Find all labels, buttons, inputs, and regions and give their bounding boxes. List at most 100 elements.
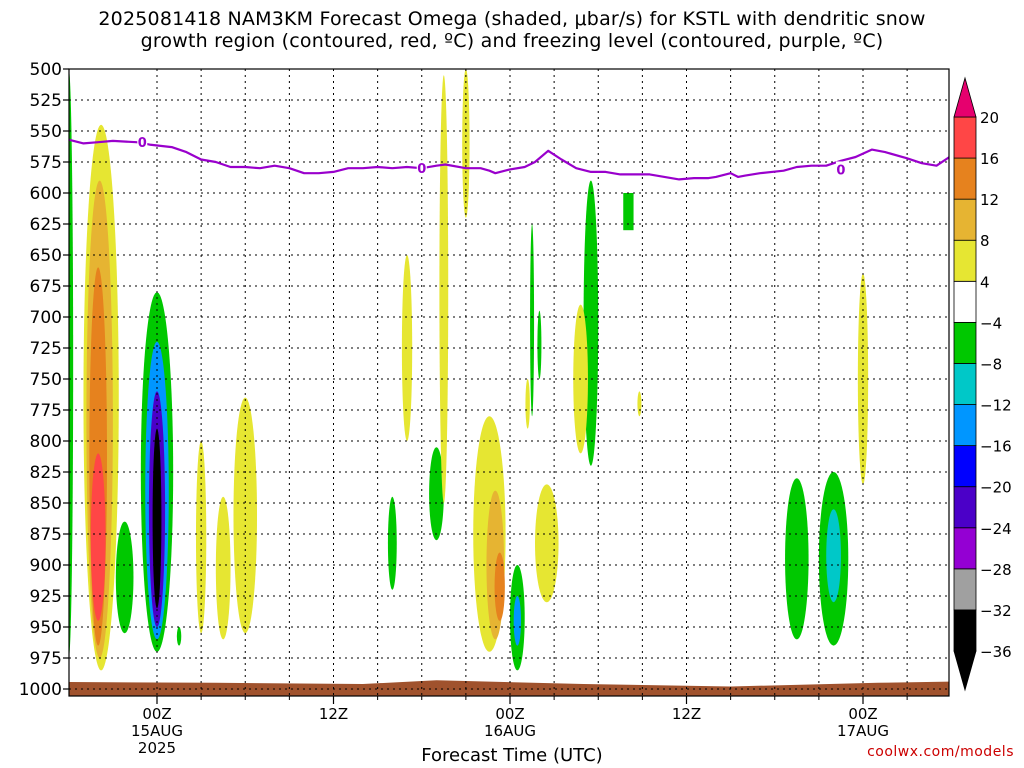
omega-blob (152, 428, 162, 609)
omega-patch (623, 193, 634, 231)
colorbar-tick-label: −8 (980, 355, 1002, 373)
colorbar-box (953, 445, 977, 488)
omega-blob (462, 69, 470, 218)
y-tick-label: 925 (30, 587, 62, 607)
colorbar-box (953, 198, 977, 241)
omega-blob (857, 273, 869, 485)
y-tick-label: 950 (30, 618, 62, 638)
y-tick-label: 675 (30, 277, 62, 297)
credit-text: coolwx.com/models (867, 744, 1014, 760)
y-tick-label: 575 (30, 153, 62, 173)
y-tick-label: 900 (30, 556, 62, 576)
freezing-level-line (69, 138, 949, 181)
y-tick-label: 500 (30, 60, 62, 80)
colorbar: −36 −32 −28 −24 −20 −16 −12 −8 −4 4 8 12 16 20 (953, 76, 1012, 692)
grid-lines (69, 69, 949, 696)
omega-shading (69, 69, 869, 671)
y-tick-label: 975 (30, 649, 62, 669)
omega-blob (826, 509, 841, 603)
y-tick-label: 650 (30, 246, 62, 266)
colorbar-box (953, 568, 977, 611)
freezing-level-contour: 0 0 0 (69, 134, 949, 181)
colorbar-box (953, 239, 977, 282)
omega-blob (637, 391, 642, 417)
x-tick-date: 17AUG (837, 722, 889, 740)
y-tick-label: 600 (30, 184, 62, 204)
freezing-level-label: 0 (138, 136, 147, 151)
colorbar-tick-label: −32 (980, 602, 1012, 620)
y-tick-label: 850 (30, 494, 62, 514)
y-axis: 500 525 550 575 600 625 650 675 700 725 750 775 800 8… (19, 60, 69, 700)
y-tick-label: 1000 (19, 680, 62, 700)
y-tick-label: 725 (30, 339, 62, 359)
y-tick-label: 625 (30, 215, 62, 235)
omega-blob (537, 310, 542, 379)
ground-surface (69, 680, 949, 696)
x-tick-date: 15AUG (131, 722, 183, 740)
colorbar-tick-label: 16 (980, 150, 999, 168)
omega-blob (215, 496, 231, 640)
colorbar-tick-label: 20 (980, 109, 999, 127)
omega-blob (785, 478, 809, 640)
omega-blob (535, 484, 559, 603)
colorbar-tick-label: −16 (980, 438, 1012, 456)
freezing-level-label: 0 (417, 162, 426, 177)
omega-blob (176, 627, 182, 646)
omega-blob (401, 255, 413, 441)
x-tick-label: 12Z (672, 705, 701, 723)
colorbar-box (953, 527, 977, 570)
colorbar-box (953, 280, 977, 323)
colorbar-tick-label: 4 (980, 273, 990, 291)
contour-label-bg (835, 161, 846, 178)
omega-blob (429, 447, 444, 541)
colorbar-box (953, 404, 977, 447)
contour-label-bg (416, 160, 427, 177)
x-tick-label: 00Z (848, 705, 877, 723)
y-tick-label: 800 (30, 432, 62, 452)
x-tick-date: 16AUG (484, 722, 536, 740)
x-tick-label: 00Z (495, 705, 524, 723)
chart-title-line1: 2025081418 NAM3KM Forecast Omega (shaded… (98, 8, 926, 30)
colorbar-box (953, 157, 977, 200)
x-tick-year: 2025 (138, 739, 176, 757)
omega-blob (513, 596, 522, 646)
x-tick-label: 00Z (142, 705, 171, 723)
colorbar-box (953, 116, 977, 159)
y-tick-label: 550 (30, 122, 62, 142)
colorbar-tick-label: 8 (980, 232, 990, 250)
colorbar-tick-label: −12 (980, 397, 1012, 415)
freezing-level-label: 0 (836, 163, 845, 178)
colorbar-max-arrow (953, 76, 977, 118)
omega-blob (69, 69, 74, 658)
colorbar-tick-label: −24 (980, 520, 1012, 538)
contour-label-bg (137, 134, 148, 151)
omega-blob (530, 224, 535, 417)
y-tick-label: 750 (30, 370, 62, 390)
colorbar-tick-label: −36 (980, 643, 1012, 661)
colorbar-tick-label: 12 (980, 191, 999, 209)
plot-frame (68, 68, 950, 697)
omega-blob (494, 552, 505, 621)
colorbar-tick-label: −4 (980, 314, 1002, 332)
ground-layer (69, 680, 949, 696)
y-tick-label: 875 (30, 525, 62, 545)
x-tick-label: 12Z (319, 705, 348, 723)
colorbar-box (953, 609, 977, 652)
y-tick-label: 525 (30, 91, 62, 111)
omega-blob (525, 379, 530, 429)
colorbar-min-arrow (953, 650, 977, 692)
omega-blob (90, 453, 106, 621)
y-tick-label: 700 (30, 308, 62, 328)
chart-title-line2: growth region (contoured, red, ºC) and f… (140, 30, 884, 52)
y-tick-label: 825 (30, 463, 62, 483)
omega-blob (115, 521, 134, 634)
colorbar-box (953, 363, 977, 405)
omega-blob (233, 397, 258, 634)
colorbar-box (953, 321, 977, 364)
omega-blob (387, 496, 397, 590)
x-axis-title: Forecast Time (UTC) (421, 745, 603, 766)
y-tick-label: 775 (30, 401, 62, 421)
colorbar-tick-label: −20 (980, 479, 1012, 497)
